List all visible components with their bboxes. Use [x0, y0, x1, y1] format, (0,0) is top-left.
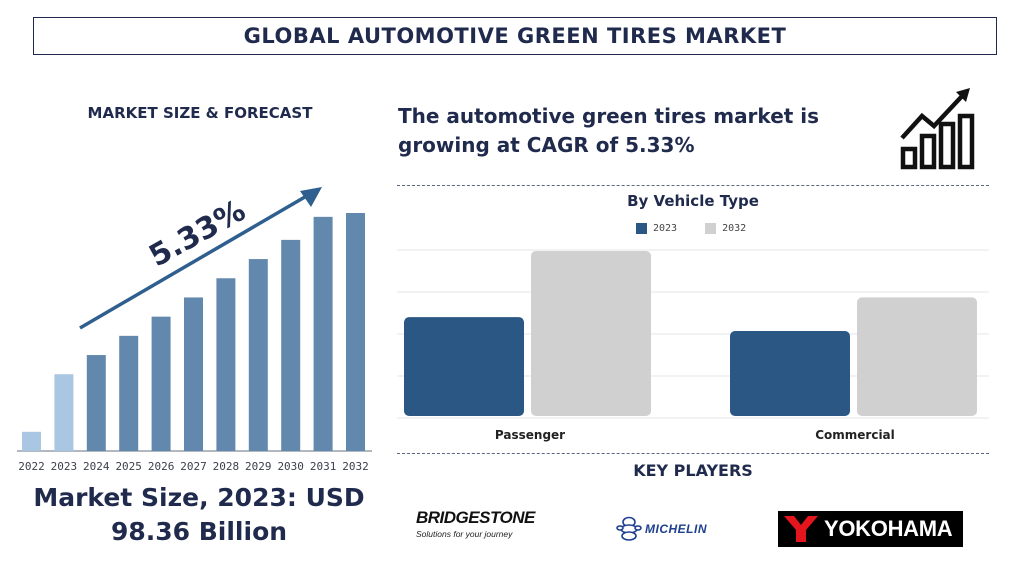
market-bar-2029 [248, 259, 268, 451]
yokohama-y-icon [784, 516, 818, 542]
market-bar-2031 [313, 216, 333, 451]
bar-passenger-2023 [404, 317, 524, 416]
bridgestone-name: BRIDGESTONE [416, 508, 535, 527]
year-tick-2025: 2025 [115, 460, 142, 473]
key-players-heading: KEY PLAYERS [633, 461, 753, 480]
bar-commercial-2023 [730, 331, 850, 416]
vehicle-type-chart [397, 249, 989, 419]
market-bar-2024 [86, 355, 106, 451]
cagr-annotation: 5.33% [143, 193, 251, 274]
year-tick-2032: 2032 [342, 460, 369, 473]
title-box: GLOBAL AUTOMOTIVE GREEN TIRES MARKET [33, 17, 997, 55]
year-tick-2026: 2026 [148, 460, 175, 473]
growth-arrow-line [79, 192, 311, 330]
divider-bottom [397, 453, 989, 454]
market-size-line2: 98.36 Billion [110, 517, 288, 546]
yokohama-logo: YOKOHAMA [778, 511, 963, 547]
bridgestone-tagline: Solutions for your journey [416, 529, 513, 539]
year-tick-2022: 2022 [18, 460, 45, 473]
legend-swatch-2032 [705, 223, 717, 234]
legend-label-2032: 2032 [722, 223, 747, 234]
growth-arrow-head [300, 187, 322, 207]
by-vehicle-type-heading: By Vehicle Type [627, 192, 759, 210]
market-bar-2025 [119, 335, 139, 451]
legend-label-2023: 2023 [653, 223, 678, 234]
market-bar-2032 [346, 213, 365, 451]
cagr-headline-line2: growing at CAGR of 5.33% [398, 133, 695, 157]
growth-chart-icon [900, 88, 975, 170]
page-title: GLOBAL AUTOMOTIVE GREEN TIRES MARKET [243, 24, 787, 48]
bar-commercial-2032 [857, 297, 977, 416]
yokohama-name: YOKOHAMA [824, 516, 953, 541]
legend-item-2023: 2023 [636, 223, 677, 234]
market-size-line1: Market Size, 2023: USD [33, 483, 365, 512]
michelin-man-icon [616, 516, 642, 541]
cagr-headline: The automotive green tires market is gro… [398, 102, 868, 160]
year-tick-2023: 2023 [51, 460, 78, 473]
year-tick-2024: 2024 [83, 460, 110, 473]
year-tick-2028: 2028 [213, 460, 240, 473]
year-tick-2027: 2027 [180, 460, 207, 473]
year-tick-2031: 2031 [310, 460, 337, 473]
michelin-logo: MICHELIN [616, 516, 707, 542]
market-bar-2028 [216, 278, 236, 451]
year-tick-2030: 2030 [277, 460, 304, 473]
michelin-name: MICHELIN [645, 522, 707, 536]
chart-legend: 2023 2032 [636, 223, 768, 234]
legend-item-2032: 2032 [705, 223, 746, 234]
category-label-commercial: Commercial [815, 428, 895, 442]
market-bar-2027 [184, 297, 203, 451]
bridgestone-logo: BRIDGESTONE Solutions for your journey [416, 508, 556, 539]
market-bar-2022 [22, 431, 41, 451]
market-bar-2026 [151, 316, 171, 451]
market-size-text: Market Size, 2023: USD 98.36 Billion [10, 481, 388, 549]
market-bar-2030 [281, 239, 301, 451]
divider-top [397, 185, 989, 186]
market-size-heading: MARKET SIZE & FORECAST [87, 104, 313, 122]
market-bar-2023 [54, 374, 74, 451]
legend-swatch-2023 [636, 223, 647, 234]
cagr-headline-line1: The automotive green tires market is [398, 104, 820, 128]
year-tick-2029: 2029 [245, 460, 272, 473]
bar-passenger-2032 [531, 250, 651, 416]
market-size-chart: 2022 2023 2024 2025 2026 2027 2028 2029 2030 2031… [17, 187, 372, 473]
category-label-passenger: Passenger [494, 428, 566, 442]
